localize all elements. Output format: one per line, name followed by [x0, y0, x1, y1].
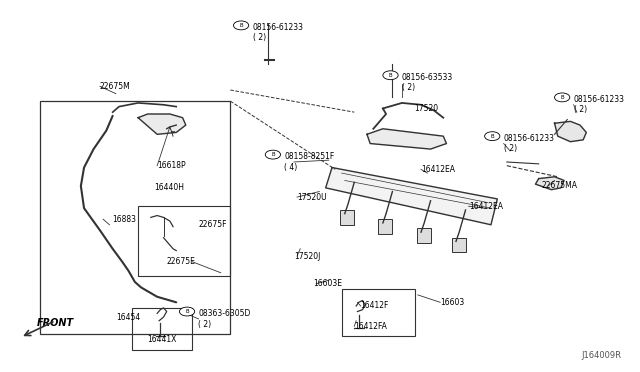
Polygon shape	[326, 167, 497, 225]
Text: 16441X: 16441X	[148, 335, 177, 344]
Text: 08156-61233
( 2): 08156-61233 ( 2)	[573, 95, 625, 115]
Polygon shape	[536, 177, 564, 190]
Text: 08158-8251F
( 4): 08158-8251F ( 4)	[284, 152, 335, 172]
Text: 16603E: 16603E	[313, 279, 342, 288]
Text: B: B	[239, 23, 243, 28]
Text: 16618P: 16618P	[157, 161, 186, 170]
Text: B: B	[271, 152, 275, 157]
FancyBboxPatch shape	[340, 210, 355, 225]
Text: B: B	[185, 309, 189, 314]
Text: 08363-6305D
( 2): 08363-6305D ( 2)	[198, 309, 251, 328]
Text: 08156-63533
( 2): 08156-63533 ( 2)	[402, 73, 453, 92]
Text: 17520J: 17520J	[294, 251, 320, 261]
Circle shape	[484, 132, 500, 141]
Text: 16412EA: 16412EA	[468, 202, 502, 211]
Text: J164009R: J164009R	[581, 350, 621, 359]
Text: 16883: 16883	[113, 215, 137, 224]
Text: 22675M: 22675M	[100, 82, 131, 91]
FancyBboxPatch shape	[452, 238, 465, 253]
Circle shape	[179, 307, 195, 316]
Text: B: B	[388, 73, 392, 78]
Polygon shape	[138, 114, 186, 134]
Text: 16412F: 16412F	[360, 301, 389, 311]
Text: 16603: 16603	[440, 298, 465, 307]
Text: B: B	[490, 134, 494, 139]
Text: 22675F: 22675F	[198, 220, 227, 229]
Polygon shape	[554, 121, 586, 142]
FancyBboxPatch shape	[417, 228, 431, 243]
Circle shape	[234, 21, 249, 30]
Text: 17520: 17520	[415, 104, 439, 113]
Text: 16412FA: 16412FA	[355, 322, 387, 331]
Text: 16454: 16454	[116, 312, 140, 321]
Text: 16412EA: 16412EA	[421, 165, 455, 174]
Circle shape	[265, 150, 280, 159]
Circle shape	[554, 93, 570, 102]
Text: FRONT: FRONT	[36, 318, 74, 328]
Text: 08156-61233
( 2): 08156-61233 ( 2)	[504, 134, 555, 153]
FancyBboxPatch shape	[378, 219, 392, 234]
Text: B: B	[561, 95, 564, 100]
Text: 22675MA: 22675MA	[542, 182, 578, 190]
Text: 08156-61233
( 2): 08156-61233 ( 2)	[253, 23, 303, 42]
Polygon shape	[367, 129, 447, 149]
Text: 22675E: 22675E	[166, 257, 196, 266]
Text: 17520U: 17520U	[297, 193, 326, 202]
Text: 16440H: 16440H	[154, 183, 184, 192]
Circle shape	[383, 71, 398, 80]
